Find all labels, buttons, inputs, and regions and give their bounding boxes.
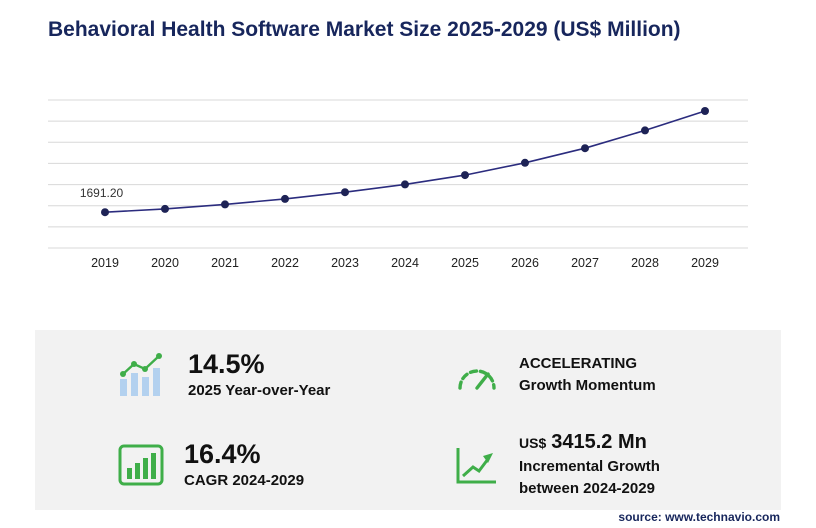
first-point-value-label: 1691.20: [79, 186, 124, 200]
x-axis-label: 2026: [511, 256, 539, 270]
cagr-label: CAGR 2024-2029: [184, 471, 305, 489]
x-axis-labels: 2019 2020 2021 2022 2023 2024 2025 2026 2027 2028…: [48, 256, 760, 270]
stat-incremental: US$ 3415.2 Mn Incremental Growth between…: [408, 420, 781, 510]
x-axis-label: 2028: [631, 256, 659, 270]
growth-arrow-icon: [455, 445, 499, 485]
data-point-marker: [341, 188, 349, 197]
data-point-marker: [161, 204, 169, 213]
x-axis-label: 2021: [211, 256, 239, 270]
x-axis-label: 2029: [691, 256, 719, 270]
data-point-marker: [281, 194, 289, 203]
momentum-line2: Growth Momentum: [519, 377, 656, 394]
stat-momentum: ACCELERATING Growth Momentum: [408, 330, 781, 420]
x-axis-label: 2023: [331, 256, 359, 270]
incremental-value: 3415.2 Mn: [551, 430, 647, 453]
cagr-value: 16.4%: [184, 438, 261, 469]
data-point-marker: [521, 158, 529, 167]
x-axis-label: 2025: [451, 256, 479, 270]
data-point-marker: [701, 107, 709, 115]
incremental-label-line1: Incremental Growth: [519, 457, 660, 475]
yoy-label: 2025 Year-over-Year: [188, 381, 331, 399]
data-point-marker: [101, 208, 109, 217]
data-point-marker: [641, 126, 649, 135]
market-size-series-line: [104, 110, 706, 213]
x-axis-label: 2024: [391, 256, 419, 270]
x-axis-label: 2027: [571, 256, 599, 270]
x-axis-label: 2019: [91, 256, 119, 270]
cagr-bars-icon: [118, 444, 164, 486]
data-point-marker: [401, 180, 409, 189]
gauge-icon: [455, 356, 499, 394]
incremental-label-line2: between 2024-2029: [519, 479, 655, 497]
incremental-currency: US$: [519, 434, 547, 451]
stat-cagr: 16.4% CAGR 2024-2029: [35, 420, 408, 510]
data-point-marker: [461, 171, 469, 180]
yoy-value: 14.5%: [188, 348, 265, 379]
market-size-chart: 1691.20: [48, 98, 748, 256]
momentum-line1: ACCELERATING: [519, 355, 638, 373]
data-point-marker: [221, 200, 229, 209]
source-attribution: source: www.technavio.com: [618, 510, 780, 524]
x-axis-label: 2020: [151, 256, 179, 270]
stat-yoy: 14.5% 2025 Year-over-Year: [35, 330, 408, 420]
data-point-marker: [581, 144, 589, 153]
page-title: Behavioral Health Software Market Size 2…: [48, 18, 681, 41]
bar-chart-trend-icon: [118, 352, 168, 398]
stats-panel: 14.5% 2025 Year-over-Year ACCELERATING G…: [35, 330, 781, 510]
line-chart: [48, 99, 748, 249]
x-axis-label: 2022: [271, 256, 299, 270]
